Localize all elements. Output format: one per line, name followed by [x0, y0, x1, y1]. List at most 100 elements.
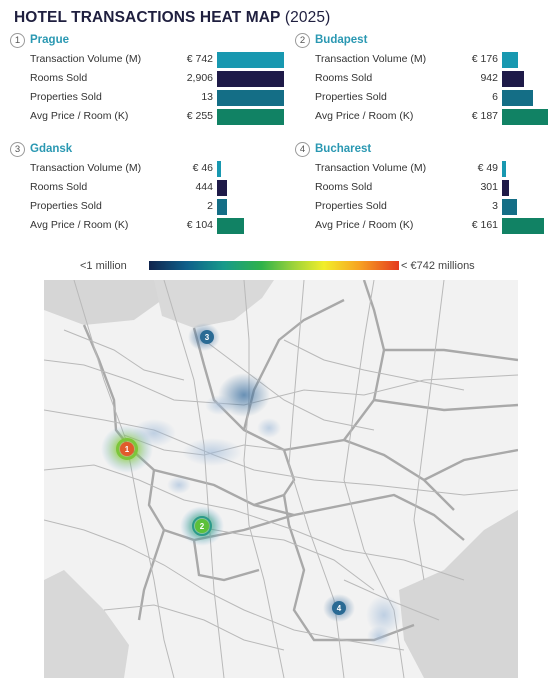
city-number-badge: 2: [295, 33, 310, 48]
marker-3-label: 3: [205, 333, 210, 342]
metric-label: Avg Price / Room (K): [315, 219, 414, 231]
marker-1-label: 1: [125, 445, 130, 454]
city-header: 1 Prague: [10, 33, 264, 51]
metric-value: € 187: [471, 110, 498, 122]
map-marker-4[interactable]: 4: [332, 601, 346, 615]
metric-value: 3: [492, 200, 498, 212]
metric-label: Avg Price / Room (K): [30, 219, 129, 231]
metric-bar: [502, 90, 533, 106]
city-name: Prague: [30, 34, 69, 46]
marker-1-dot: [120, 442, 134, 456]
metric-row: Properties Sold 3: [299, 198, 548, 217]
metric-label: Properties Sold: [315, 91, 387, 103]
city-panel-budapest: 2 Budapest Transaction Volume (M) € 176 Room…: [295, 33, 548, 127]
legend-gradient-bar: [149, 261, 399, 270]
legend-high-label: < €742 millions: [401, 260, 475, 272]
metric-value: € 742: [186, 53, 213, 65]
city-header: 3 Gdansk: [10, 142, 264, 160]
city-panel-gdansk: 3 Gdansk Transaction Volume (M) € 46 Rooms S…: [10, 142, 264, 236]
title-main: HOTEL TRANSACTIONS HEAT MAP: [14, 9, 281, 26]
metric-row: Transaction Volume (M) € 49: [299, 160, 548, 179]
metric-row: Rooms Sold 444: [14, 179, 264, 198]
city-name: Gdansk: [30, 143, 73, 155]
metric-label: Rooms Sold: [315, 72, 373, 84]
metric-label: Transaction Volume (M): [30, 162, 142, 174]
metric-row: Avg Price / Room (K) € 187: [299, 108, 548, 127]
metric-bar: [217, 90, 284, 106]
adriatic-sea-shape: [44, 570, 129, 678]
metric-bar: [217, 52, 284, 68]
marker-2-dot: [195, 519, 209, 533]
metric-bar: [217, 199, 227, 215]
metric-value: € 161: [471, 219, 498, 231]
metric-row: Properties Sold 2: [14, 198, 264, 217]
metric-bar: [502, 52, 518, 68]
metric-row: Transaction Volume (M) € 176: [299, 51, 548, 70]
map-marker-3[interactable]: 3: [200, 330, 214, 344]
city-header: 2 Budapest: [295, 33, 548, 51]
city-panel-bucharest: 4 Bucharest Transaction Volume (M) € 49 Room…: [295, 142, 548, 236]
metric-label: Transaction Volume (M): [315, 53, 427, 65]
metric-row: Rooms Sold 942: [299, 70, 548, 89]
metric-value: € 104: [186, 219, 213, 231]
metric-bar: [502, 161, 506, 177]
black-sea-shape: [399, 510, 518, 678]
city-number-badge: 1: [10, 33, 25, 48]
metric-value: € 49: [477, 162, 498, 174]
north-sea-shape: [44, 280, 162, 325]
metric-row: Rooms Sold 301: [299, 179, 548, 198]
city-name: Budapest: [315, 34, 368, 46]
metric-label: Transaction Volume (M): [30, 53, 142, 65]
metric-label: Properties Sold: [315, 200, 387, 212]
metric-label: Properties Sold: [30, 91, 102, 103]
map-marker-2[interactable]: 2: [192, 516, 212, 536]
metric-bar: [217, 109, 284, 125]
metric-label: Properties Sold: [30, 200, 102, 212]
metric-bar: [502, 180, 509, 196]
metric-value: € 46: [192, 162, 213, 174]
metric-value: 301: [480, 181, 498, 193]
metric-value: 13: [201, 91, 213, 103]
heat-legend: <1 million < €742 millions: [0, 258, 548, 276]
metric-row: Properties Sold 6: [299, 89, 548, 108]
metric-value: € 255: [186, 110, 213, 122]
metric-value: 2: [207, 200, 213, 212]
marker-4-label: 4: [337, 604, 342, 613]
metric-bar: [217, 180, 227, 196]
metric-label: Avg Price / Room (K): [315, 110, 414, 122]
city-name: Bucharest: [315, 143, 372, 155]
legend-low-label: <1 million: [80, 260, 127, 272]
city-panel-prague: 1 Prague Transaction Volume (M) € 742 Rooms …: [10, 33, 284, 127]
metric-row: Transaction Volume (M) € 46: [14, 160, 264, 179]
metric-row: Properties Sold 13: [14, 89, 284, 108]
metric-value: € 176: [471, 53, 498, 65]
metric-bar: [502, 71, 524, 87]
baltic-sea-shape: [154, 280, 274, 328]
metric-label: Rooms Sold: [30, 181, 88, 193]
metric-value: 942: [480, 72, 498, 84]
metric-row: Transaction Volume (M) € 742: [14, 51, 284, 70]
title-year: (2025): [284, 9, 331, 26]
metric-bar: [217, 71, 284, 87]
metric-value: 444: [195, 181, 213, 193]
metric-label: Avg Price / Room (K): [30, 110, 129, 122]
metric-bar: [502, 109, 548, 125]
marker-3-dot: [200, 330, 214, 344]
metric-row: Avg Price / Room (K) € 161: [299, 217, 548, 236]
metric-row: Avg Price / Room (K) € 104: [14, 217, 264, 236]
metric-bar: [217, 161, 221, 177]
city-header: 4 Bucharest: [295, 142, 548, 160]
metric-value: 2,906: [186, 72, 213, 84]
metric-label: Rooms Sold: [30, 72, 88, 84]
heat-map[interactable]: 1 2 3 4: [44, 280, 518, 678]
marker-2-label: 2: [200, 522, 205, 531]
map-marker-1[interactable]: 1: [116, 438, 138, 460]
city-number-badge: 3: [10, 142, 25, 157]
city-number-badge: 4: [295, 142, 310, 157]
metric-bar: [502, 218, 544, 234]
map-canvas: 1 2 3 4: [44, 280, 518, 678]
marker-4-dot: [332, 601, 346, 615]
metric-bar: [217, 218, 244, 234]
metric-label: Rooms Sold: [315, 181, 373, 193]
metric-row: Rooms Sold 2,906: [14, 70, 284, 89]
